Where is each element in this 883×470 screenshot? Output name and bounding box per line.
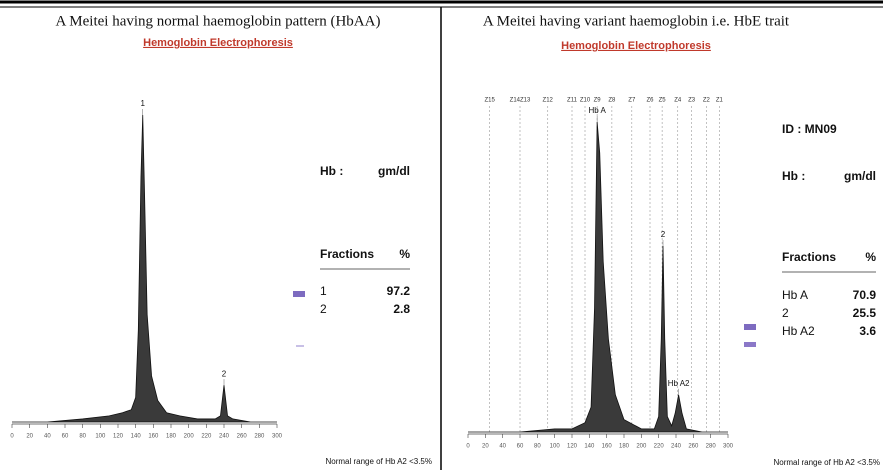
x-tick-label: 0 (466, 444, 470, 450)
x-tick-label: 180 (166, 434, 177, 440)
fraction-value: 70.9 (853, 288, 877, 302)
peak-label: 2 (661, 230, 666, 239)
x-tick-label: 280 (706, 444, 717, 450)
peak-label: 2 (222, 369, 227, 378)
x-tick-label: 240 (671, 444, 682, 450)
zone-label: Z4 (674, 98, 682, 104)
hb-unit: gm/dl (378, 164, 410, 178)
x-tick-label: 200 (184, 434, 195, 440)
fraction-name: 2 (782, 306, 789, 320)
x-tick-label: 120 (113, 434, 124, 440)
x-tick-label: 40 (44, 434, 51, 440)
gel-band (296, 345, 304, 347)
fraction-value: 3.6 (859, 324, 876, 338)
x-tick-label: 180 (619, 444, 630, 450)
gel-band (293, 291, 305, 297)
sample-id: ID : MN09 (782, 122, 837, 136)
trace-area (468, 121, 728, 433)
peak-label: 1 (141, 99, 146, 108)
x-tick-label: 60 (517, 444, 524, 450)
reference-note: Normal range of Hb A2 <3.5% (773, 458, 880, 467)
fraction-name: Hb A (782, 288, 808, 302)
x-tick-label: 120 (567, 444, 578, 450)
zone-label: Z5 (659, 98, 667, 104)
fraction-value: 25.5 (853, 306, 877, 320)
x-tick-label: 60 (62, 434, 69, 440)
percent-header: % (399, 247, 410, 261)
trace-area (12, 114, 277, 423)
panel-subtitle: Hemoglobin Electrophoresis (561, 40, 711, 52)
x-tick-label: 100 (550, 444, 561, 450)
zone-label: Z14Z13 (510, 98, 531, 104)
fraction-value: 2.8 (393, 302, 410, 316)
x-tick-label: 140 (584, 444, 595, 450)
x-tick-label: 20 (26, 434, 33, 440)
x-tick-label: 300 (723, 444, 734, 450)
fractions-header: Fractions (320, 247, 374, 261)
reference-note: Normal range of Hb A2 <3.5% (325, 457, 432, 466)
zone-label: Z2 (703, 98, 711, 104)
x-tick-label: 80 (79, 434, 86, 440)
x-tick-label: 260 (688, 444, 699, 450)
zone-label: Z9 (594, 98, 602, 104)
zone-label: Z1 (716, 98, 724, 104)
hb-label: Hb : (782, 169, 805, 183)
zone-label: Z11 (567, 98, 578, 104)
panel-title: A Meitei having normal haemoglobin patte… (56, 13, 381, 29)
peak-label: Hb A (588, 106, 606, 115)
fractions-header: Fractions (782, 250, 836, 264)
zone-label: Z12 (543, 98, 554, 104)
zone-label: Z6 (646, 98, 654, 104)
x-tick-label: 140 (131, 434, 142, 440)
gel-band (744, 342, 756, 347)
x-tick-label: 300 (272, 434, 283, 440)
zone-label: Z15 (484, 98, 495, 104)
x-tick-label: 160 (602, 444, 613, 450)
panel-subtitle: Hemoglobin Electrophoresis (143, 37, 293, 49)
x-tick-label: 0 (10, 434, 14, 440)
peak-label: Hb A2 (668, 379, 690, 388)
panel-title: A Meitei having variant haemoglobin i.e.… (483, 13, 790, 29)
x-tick-label: 280 (254, 434, 265, 440)
x-tick-label: 220 (201, 434, 212, 440)
percent-header: % (865, 250, 876, 264)
fraction-name: 2 (320, 302, 327, 316)
x-tick-label: 260 (237, 434, 248, 440)
zone-label: Z8 (608, 98, 616, 104)
fraction-name: 1 (320, 284, 327, 298)
x-tick-label: 160 (148, 434, 159, 440)
zone-label: Z10 (580, 98, 591, 104)
x-tick-label: 220 (654, 444, 665, 450)
x-tick-label: 20 (482, 444, 489, 450)
zone-label: Z7 (628, 98, 636, 104)
x-tick-label: 40 (499, 444, 506, 450)
x-tick-label: 240 (219, 434, 230, 440)
x-tick-label: 100 (95, 434, 106, 440)
x-tick-label: 200 (636, 444, 647, 450)
fraction-value: 97.2 (387, 284, 411, 298)
zone-label: Z3 (688, 98, 696, 104)
gel-band (744, 324, 756, 330)
hb-unit: gm/dl (844, 169, 876, 183)
hb-label: Hb : (320, 164, 343, 178)
x-tick-label: 80 (534, 444, 541, 450)
fraction-name: Hb A2 (782, 324, 815, 338)
